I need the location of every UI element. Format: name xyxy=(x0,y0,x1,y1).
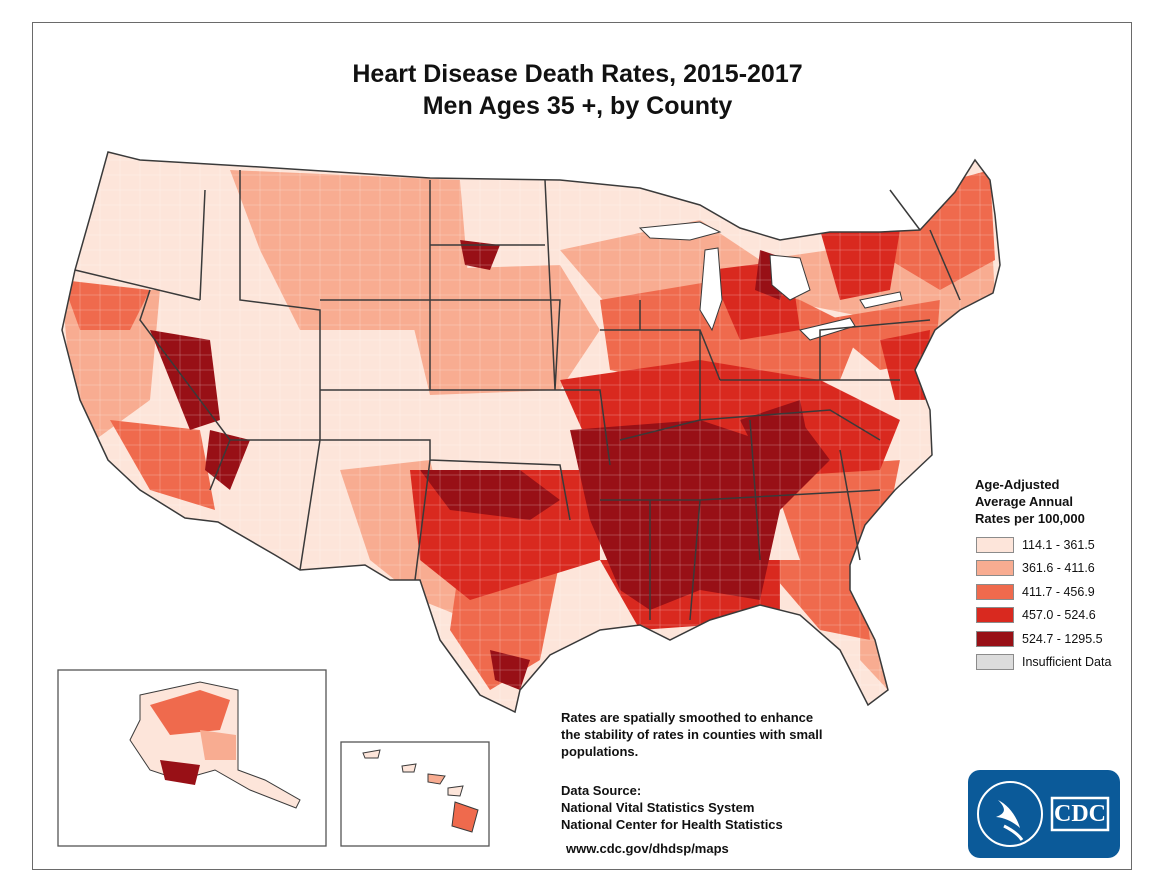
cdc-logo: CDC xyxy=(968,770,1120,858)
county-grid xyxy=(62,152,1000,712)
legend-label: 457.0 - 524.6 xyxy=(1022,608,1096,623)
legend-title-line-1: Age-Adjusted xyxy=(975,477,1060,492)
legend-item: 524.7 - 1295.5 xyxy=(976,627,1111,651)
legend-swatch xyxy=(976,654,1014,671)
data-source-line: National Vital Statistics System xyxy=(561,800,755,815)
data-source-line: National Center for Health Statistics xyxy=(561,817,783,832)
hhs-eagle-icon xyxy=(977,781,1110,847)
map-frame xyxy=(32,22,1132,870)
legend-item: 114.1 - 361.5 xyxy=(976,533,1111,557)
great-lakes xyxy=(638,221,903,341)
legend-item: 361.6 - 411.6 xyxy=(976,557,1111,581)
cdc-logo-text: CDC xyxy=(1054,801,1106,827)
legend-swatch xyxy=(976,560,1014,577)
legend-swatch xyxy=(976,630,1014,647)
legend-title: Age-Adjusted Average Annual Rates per 10… xyxy=(975,476,1085,527)
legend-label: 114.1 - 361.5 xyxy=(1022,537,1095,552)
alaska-inset xyxy=(57,669,327,847)
legend-label: 524.7 - 1295.5 xyxy=(1022,631,1103,646)
data-source: Data Source: National Vital Statistics S… xyxy=(561,782,783,833)
legend-swatch xyxy=(976,583,1014,600)
legend-label: 411.7 - 456.9 xyxy=(1022,584,1095,599)
data-source-heading: Data Source: xyxy=(561,783,642,798)
title-line-1: Heart Disease Death Rates, 2015-2017 xyxy=(352,60,803,88)
county-fills xyxy=(62,152,1000,712)
legend-item: 457.0 - 524.6 xyxy=(976,604,1111,628)
hawaii-inset xyxy=(340,741,490,847)
legend-title-line-3: Rates per 100,000 xyxy=(975,511,1085,526)
source-url[interactable]: www.cdc.gov/dhdsp/maps xyxy=(566,841,729,856)
legend-title-line-2: Average Annual xyxy=(975,494,1074,509)
map-title: Heart Disease Death Rates, 2015-2017 Men… xyxy=(0,58,1155,122)
title-line-2: Men Ages 35 +, by County xyxy=(422,92,733,120)
legend-swatch xyxy=(976,536,1014,553)
smoothing-note: Rates are spatially smoothed to enhance … xyxy=(561,710,823,759)
legend-swatch xyxy=(976,607,1014,624)
legend-item: 411.7 - 456.9 xyxy=(976,580,1111,604)
state-borders xyxy=(61,151,1001,714)
legend-label: 361.6 - 411.6 xyxy=(1022,561,1095,576)
legend: 114.1 - 361.5 361.6 - 411.6 411.7 - 456.… xyxy=(976,533,1111,674)
legend-label: Insufficient Data xyxy=(1022,655,1112,670)
legend-item: Insufficient Data xyxy=(976,651,1111,675)
